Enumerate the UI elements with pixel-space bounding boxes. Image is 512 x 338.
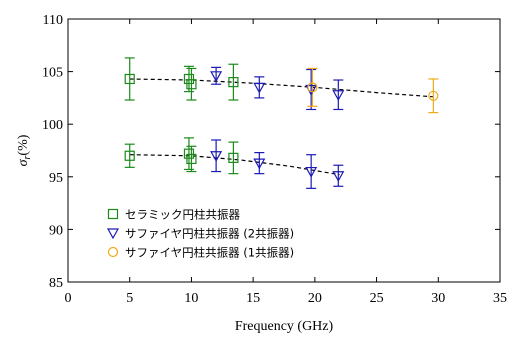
x-tick-label: 30	[431, 291, 445, 306]
legend-label: サファイヤ円柱共振器 (1共振器)	[125, 246, 294, 260]
legend-label: サファイヤ円柱共振器 (2共振器)	[125, 227, 294, 241]
data-point	[228, 77, 239, 88]
y-axis-title: σr(%)	[16, 134, 33, 166]
x-tick-label: 5	[126, 291, 133, 306]
x-tick-label: 10	[184, 291, 198, 306]
axis-ticks	[67, 18, 501, 283]
x-axis-title: Frequency (GHz)	[235, 319, 334, 334]
plot-frame	[67, 18, 501, 283]
x-tick-label: 15	[246, 291, 260, 306]
y-tick-label: 100	[42, 118, 63, 133]
data-point	[228, 152, 239, 163]
data-point	[305, 166, 318, 178]
data-point	[210, 71, 223, 83]
data-point	[186, 79, 197, 90]
data-point	[428, 90, 439, 101]
data-point	[183, 73, 195, 85]
y-tick-label: 85	[49, 276, 63, 291]
legend-label: セラミック円柱共振器	[125, 208, 240, 222]
data-markers	[124, 71, 439, 182]
y-tick-label: 105	[42, 66, 63, 81]
fit-line	[129, 78, 434, 98]
y-tick-label: 110	[43, 13, 63, 28]
data-point	[253, 158, 266, 170]
y-tick-label: 95	[49, 171, 63, 186]
y-tick-label: 90	[49, 223, 63, 238]
legend-marker	[106, 228, 120, 240]
x-tick-label: 25	[370, 291, 384, 306]
error-bars	[124, 57, 439, 189]
data-point	[124, 150, 135, 161]
tick-labels: 0 5 10 15 20 25 30 35 85 90 95 100 105 110	[42, 13, 507, 306]
data-point	[332, 171, 345, 182]
legend-marker	[107, 208, 119, 220]
data-point	[124, 73, 135, 85]
data-point	[332, 90, 345, 101]
y-axis-unit: (%)	[16, 134, 31, 155]
data-point	[307, 82, 318, 93]
data-point	[210, 151, 223, 162]
data-point	[186, 153, 197, 165]
legend-marker	[107, 246, 119, 258]
x-tick-label: 20	[308, 291, 322, 306]
x-tick-label: 0	[65, 291, 72, 306]
y-axis-subscript: r	[22, 156, 33, 160]
data-point	[183, 148, 195, 159]
data-point	[253, 82, 266, 94]
y-axis-symbol: σ	[16, 158, 31, 166]
x-tick-label: 35	[493, 291, 507, 306]
